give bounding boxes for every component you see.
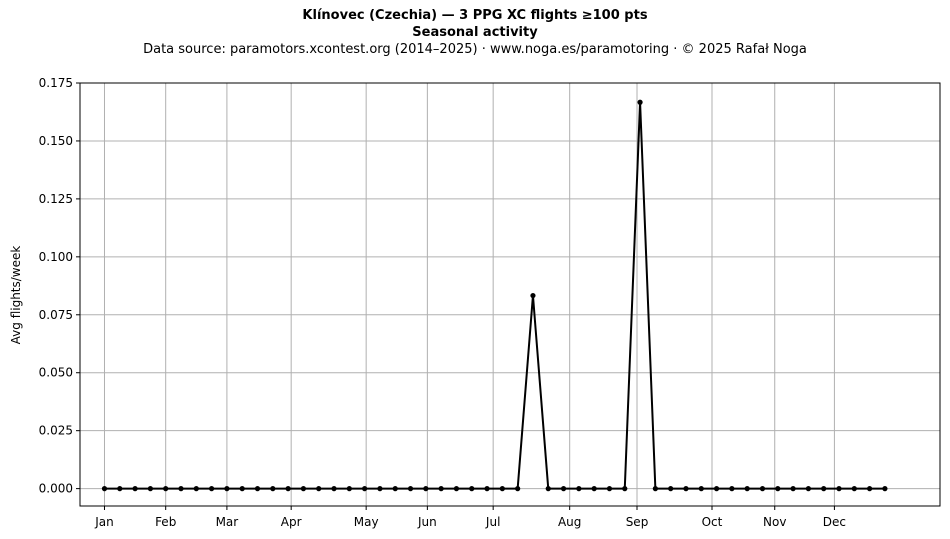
- data-point: [132, 486, 138, 492]
- data-point: [316, 486, 322, 492]
- x-tick-label: Jun: [417, 515, 437, 529]
- chart-subtitle-bold: Seasonal activity: [412, 25, 538, 40]
- data-point: [407, 486, 414, 492]
- y-tick-label: 0.050: [39, 366, 73, 380]
- data-point: [331, 486, 337, 492]
- data-point: [851, 486, 857, 492]
- data-point: [362, 486, 368, 492]
- data-point: [576, 486, 582, 492]
- data-point: [637, 99, 643, 105]
- chart-subtitle: Data source: paramotors.xcontest.org (20…: [143, 42, 807, 57]
- y-tick-label: 0.025: [39, 424, 73, 438]
- y-tick-label: 0.075: [39, 308, 73, 322]
- chart-title: Klínovec (Czechia) — 3 PPG XC flights ≥1…: [302, 8, 648, 23]
- data-point: [499, 486, 505, 492]
- data-point: [193, 486, 199, 492]
- y-tick-label: 0.175: [39, 76, 73, 90]
- data-point: [285, 486, 291, 492]
- data-point: [821, 486, 827, 492]
- data-point: [423, 486, 429, 492]
- data-point: [239, 486, 245, 492]
- data-point: [163, 486, 169, 492]
- data-point: [560, 486, 567, 492]
- y-tick-label: 0.000: [39, 482, 73, 496]
- grid: [80, 82, 940, 506]
- data-point: [178, 486, 184, 492]
- data-point: [254, 486, 261, 492]
- data-point: [759, 486, 766, 492]
- data-point: [392, 486, 398, 492]
- data-point: [683, 486, 689, 492]
- data-point: [729, 486, 735, 492]
- y-tick-label: 0.150: [39, 134, 73, 148]
- data-point: [775, 486, 781, 492]
- data-point: [790, 486, 796, 492]
- x-tick-label: Oct: [702, 515, 723, 529]
- data-point: [224, 486, 230, 492]
- data-point: [867, 486, 873, 492]
- x-tick-label: May: [354, 515, 379, 529]
- data-point: [117, 486, 123, 492]
- x-tick-label: Jan: [94, 515, 114, 529]
- x-tick-label: Mar: [216, 515, 239, 529]
- x-tick-label: Jul: [485, 515, 500, 529]
- data-point: [545, 486, 551, 492]
- x-tick-label: Feb: [155, 515, 176, 529]
- data-point: [530, 292, 536, 299]
- data-point: [270, 486, 276, 492]
- data-point: [209, 486, 215, 492]
- y-tick-label: 0.100: [39, 250, 73, 264]
- y-tick-label: 0.125: [39, 192, 73, 206]
- data-point: [453, 486, 460, 492]
- data-point: [469, 486, 475, 492]
- data-point: [377, 486, 383, 492]
- x-tick-label: Aug: [558, 515, 581, 529]
- data-point: [346, 486, 352, 492]
- data-point: [101, 486, 108, 492]
- data-point: [300, 486, 307, 492]
- data-point: [744, 486, 750, 492]
- series-polyline: [104, 101, 885, 490]
- data-point: [836, 486, 842, 492]
- data-point: [805, 486, 811, 492]
- data-point: [713, 486, 720, 492]
- data-point: [606, 486, 613, 492]
- x-tick-label: Dec: [823, 515, 846, 529]
- y-axis-label: Avg flights/week: [9, 246, 23, 345]
- x-tick-label: Nov: [763, 515, 786, 529]
- x-tick-label: Sep: [626, 515, 649, 529]
- data-point: [698, 486, 704, 492]
- data-point: [591, 486, 597, 492]
- data-point: [147, 486, 153, 492]
- data-point: [438, 486, 444, 492]
- data-point: [882, 486, 888, 492]
- data-point: [668, 486, 674, 492]
- x-tick-label: Apr: [281, 515, 302, 529]
- series-line: [101, 99, 888, 492]
- axes: 0.000 0.025 0.050 0.075 0.100 0.125 0.150 0.175…: [39, 76, 941, 529]
- data-point: [622, 486, 628, 492]
- plot-frame: [79, 82, 941, 507]
- data-point: [652, 486, 658, 492]
- data-point: [484, 486, 490, 492]
- data-point: [515, 486, 521, 492]
